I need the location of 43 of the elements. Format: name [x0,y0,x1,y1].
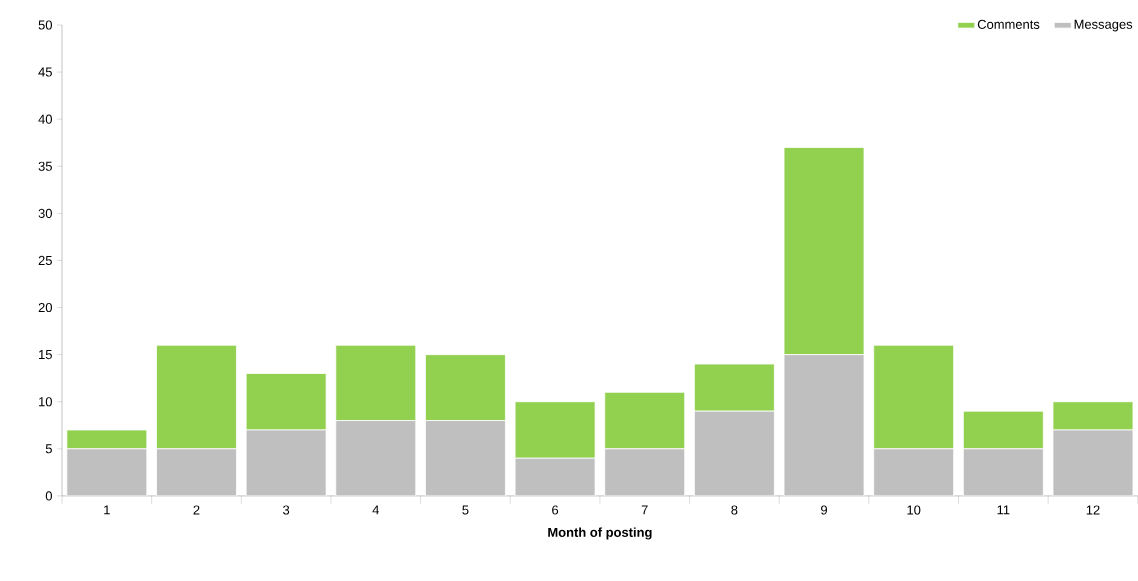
bar [783,354,865,496]
y-tick-label: 10 [39,397,52,407]
x-tick-label: 5 [462,505,469,515]
x-tick-label: 3 [283,505,290,515]
x-tick-label: 6 [552,505,559,515]
bar [335,420,417,496]
x-tick-label: 7 [641,505,648,515]
legend-label: Comments [977,19,1040,29]
bar [245,373,327,431]
x-tick-label: 9 [821,505,828,515]
x-tick-label: 12 [1086,505,1100,515]
y-tick-label: 20 [38,303,52,313]
y-tick-label: 50 [38,20,52,30]
bar [425,420,506,496]
bar [1052,429,1134,496]
bar [245,429,327,496]
x-tick-label: 10 [907,505,921,515]
bar [873,448,955,496]
x-tick-label: 1 [104,505,110,515]
bar [962,410,1044,450]
x-tick-label: 4 [372,505,379,515]
bar [156,448,237,496]
bar [514,457,596,496]
y-tick-label: 0 [45,491,52,501]
y-tick-label: 30 [38,208,52,218]
y-tick-label: 25 [38,255,52,266]
bar [962,448,1044,496]
y-tick-label: 5 [45,444,52,454]
bar [693,410,775,496]
y-tick-label: 15 [39,350,52,360]
x-axis-title: Month of posting [548,527,652,540]
bar [604,448,686,496]
bar [66,448,148,496]
bar [604,391,686,450]
y-tick-label: 35 [38,161,52,171]
legend-label: Messages [1074,19,1133,32]
x-tick-label: 8 [731,505,738,515]
bar [693,363,775,412]
x-tick-label: 2 [193,505,200,515]
x-tick-label: 11 [997,505,1010,515]
y-tick-label: 45 [38,67,52,77]
bar [514,401,596,459]
y-tick-label: 40 [38,114,52,124]
